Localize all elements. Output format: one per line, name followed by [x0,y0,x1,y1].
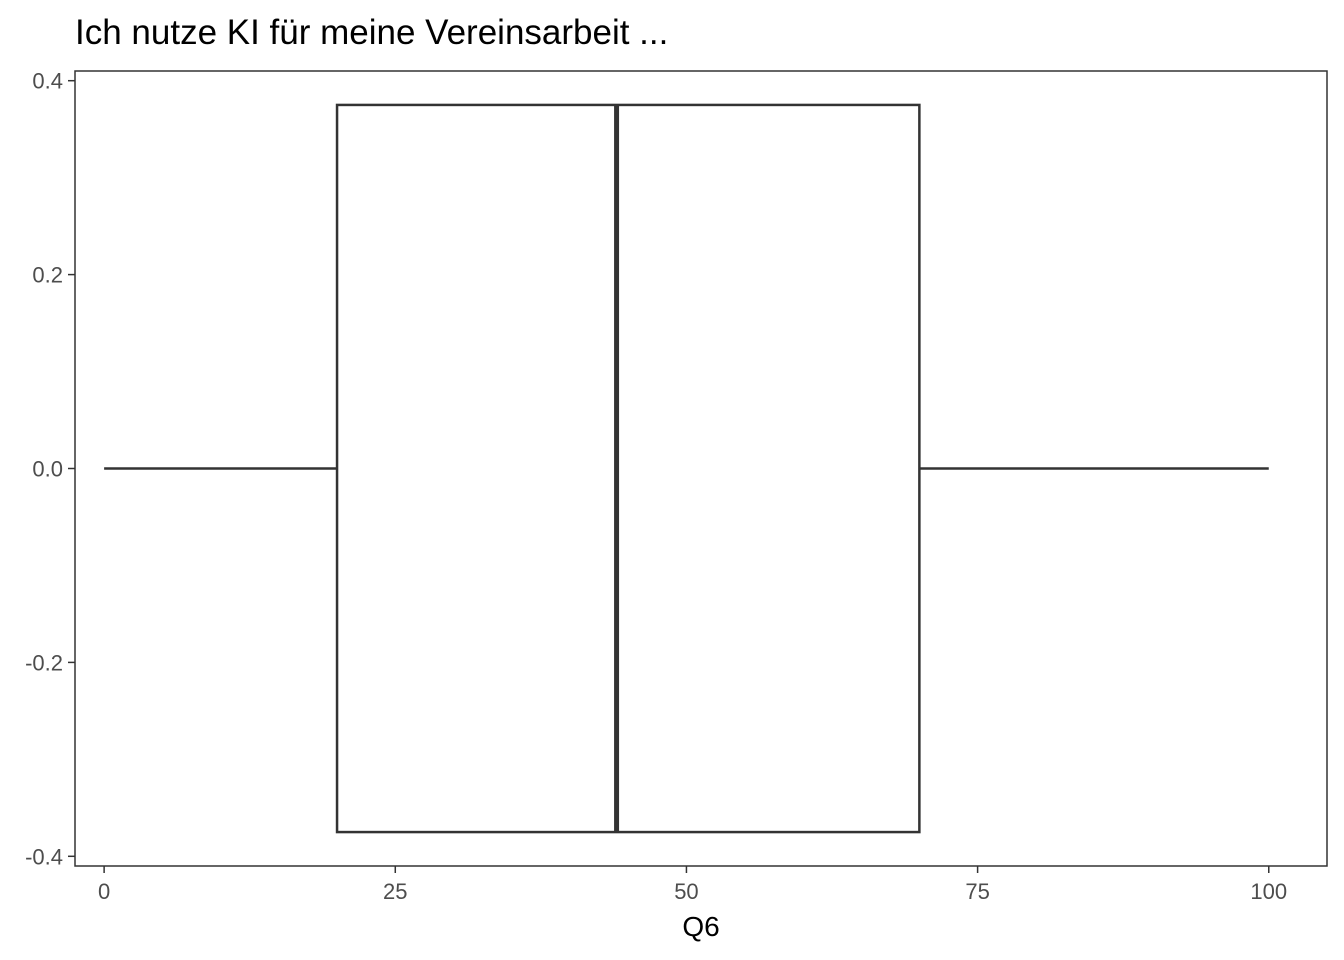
x-axis-title: Q6 [682,911,719,942]
y-tick-label: 0.0 [32,457,63,482]
chart-title: Ich nutze KI für meine Vereinsarbeit ... [75,13,668,52]
boxplot [104,103,1269,834]
x-axis: 0 25 50 75 100 [98,866,1287,904]
x-tick-label: 25 [383,879,407,904]
x-tick-label: 75 [965,879,989,904]
x-tick-label: 50 [674,879,698,904]
y-tick-label: 0.2 [32,263,63,288]
x-tick-label: 0 [98,879,110,904]
y-axis: 0.4 0.2 0.0 -0.2 -0.4 [25,69,75,869]
x-tick-label: 100 [1250,879,1287,904]
box-iqr [335,103,921,834]
y-tick-label: -0.2 [25,650,63,675]
y-tick-label: -0.4 [25,844,63,869]
y-tick-label: 0.4 [32,69,63,94]
